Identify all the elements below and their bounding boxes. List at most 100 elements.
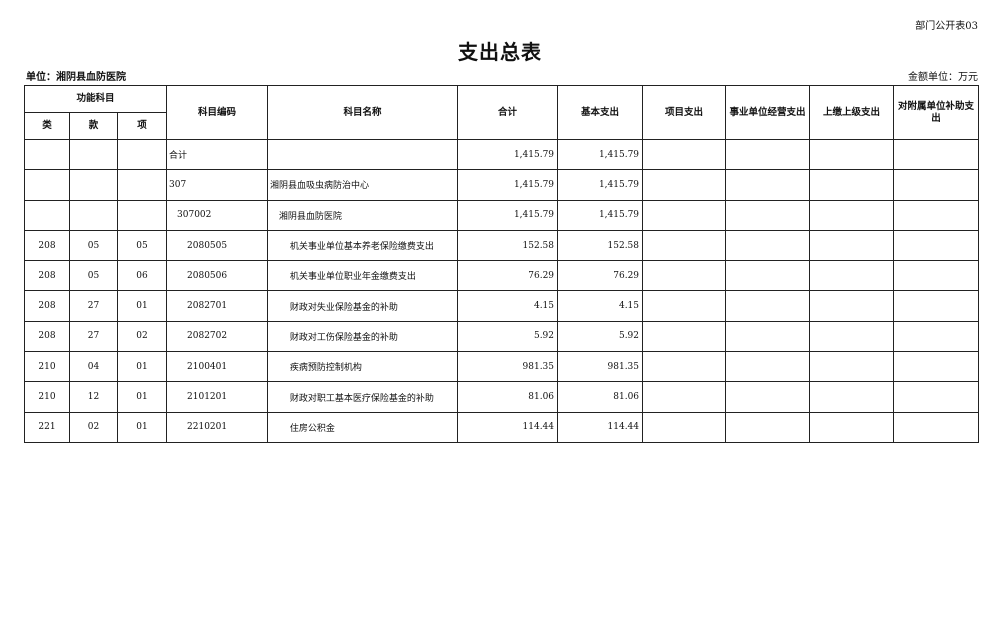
cell — [642, 199, 727, 231]
cell: 307 — [166, 169, 269, 201]
cell — [116, 138, 168, 171]
cell: 2082701 — [166, 290, 269, 322]
header-row: 功能科目 科目编码 科目名称 合计 基本支出 项目支出 事业单位经营支出 上缴上级支出 对附属单… — [23, 85, 980, 140]
cell: 152.58 — [457, 229, 559, 262]
cell: 2080505 — [166, 229, 269, 262]
cell — [642, 169, 727, 201]
cell: 210 — [24, 351, 70, 383]
cell — [809, 411, 895, 443]
cell: 1,415.79 — [457, 169, 559, 201]
cell: 05 — [69, 260, 118, 292]
form-code: 部门公开表03 — [915, 21, 978, 32]
cell: 合计 — [166, 138, 269, 171]
cell — [893, 290, 980, 322]
cell — [69, 169, 118, 201]
cell — [69, 138, 118, 171]
cell: 1,415.79 — [557, 199, 644, 231]
cell: 4.15 — [557, 290, 644, 322]
cell: 2101201 — [166, 381, 269, 413]
cell — [642, 351, 727, 383]
cell: 1,415.79 — [457, 138, 559, 171]
cell: 307002 — [166, 199, 269, 231]
column-header: 科目编码 — [166, 85, 269, 140]
cell — [642, 411, 727, 443]
cell: 81.06 — [557, 381, 644, 413]
cell: 疾病预防控制机构 — [267, 351, 459, 383]
cell: 1,415.79 — [457, 199, 559, 231]
data-row: 208 27 02 2082702 财政对工伤保险基金的补助 5.92 5.92 — [24, 320, 980, 353]
data-row: 221 02 01 2210201 住房公积金 114.44 114.44 — [24, 411, 980, 443]
data-row: 210 12 01 2101201 财政对职工基本医疗保险基金的补助 81.06 81.06 — [24, 381, 980, 413]
cell: 208 — [24, 290, 70, 322]
cell: 04 — [69, 351, 118, 383]
cell: 01 — [116, 381, 168, 413]
cell: 06 — [116, 260, 168, 292]
cell: 机关事业单位基本养老保险缴费支出 — [267, 229, 459, 262]
cell: 81.06 — [457, 381, 559, 413]
cell: 5.92 — [457, 320, 559, 353]
column-header: 对附属单位补助支出 — [893, 85, 980, 140]
cell — [642, 229, 727, 262]
cell — [725, 229, 811, 262]
cell: 981.35 — [457, 351, 559, 383]
cell: 2100401 — [166, 351, 269, 383]
cell: 01 — [116, 351, 168, 383]
data-row: 307 湘阴县血吸虫病防治中心 1,415.79 1,415.79 — [24, 169, 980, 201]
cell — [809, 260, 895, 292]
cell: 湘阴县血吸虫病防治中心 — [267, 169, 459, 201]
data-row: 合计 1,415.79 1,415.79 — [24, 138, 980, 171]
cell — [725, 411, 811, 443]
column-header: 款 — [69, 112, 118, 140]
cell — [893, 229, 980, 262]
title: 支出总表 — [458, 40, 542, 64]
cell — [725, 290, 811, 322]
cell: 财政对职工基本医疗保险基金的补助 — [267, 381, 459, 413]
cell — [893, 320, 980, 353]
cell — [69, 199, 118, 231]
cell: 5.92 — [557, 320, 644, 353]
cell: 981.35 — [557, 351, 644, 383]
cell: 财政对工伤保险基金的补助 — [267, 320, 459, 353]
cell: 财政对失业保险基金的补助 — [267, 290, 459, 322]
cell: 208 — [24, 320, 70, 353]
cell — [809, 290, 895, 322]
cell — [893, 199, 980, 231]
amount-unit: 金额单位：万元 — [908, 72, 978, 83]
cell: 4.15 — [457, 290, 559, 322]
cell — [809, 351, 895, 383]
cell: 114.44 — [457, 411, 559, 443]
cell — [642, 290, 727, 322]
cell — [267, 138, 459, 171]
cell: 05 — [116, 229, 168, 262]
cell — [642, 260, 727, 292]
cell — [725, 320, 811, 353]
column-header: 项目支出 — [642, 85, 727, 140]
column-header: 科目名称 — [267, 85, 459, 140]
cell — [893, 411, 980, 443]
cell: 01 — [116, 411, 168, 443]
data-row: 210 04 01 2100401 疾病预防控制机构 981.35 981.35 — [24, 351, 980, 383]
cell — [24, 199, 70, 231]
cell: 208 — [24, 229, 70, 262]
cell: 2210201 — [166, 411, 269, 443]
cell: 208 — [24, 260, 70, 292]
column-header: 上缴上级支出 — [809, 85, 895, 140]
cell — [725, 351, 811, 383]
cell — [809, 199, 895, 231]
data-row: 208 05 06 2080506 机关事业单位职业年金缴费支出 76.29 76.29 — [24, 260, 980, 292]
cell — [725, 381, 811, 413]
cell: 1,415.79 — [557, 169, 644, 201]
cell: 住房公积金 — [267, 411, 459, 443]
cell: 76.29 — [557, 260, 644, 292]
expense-table: 功能科目 科目编码 科目名称 合计 基本支出 项目支出 事业单位经营支出 上缴上级支出 对附属单… — [23, 85, 980, 443]
column-header: 事业单位经营支出 — [725, 85, 811, 140]
table-head: 功能科目 科目编码 科目名称 合计 基本支出 项目支出 事业单位经营支出 上缴上级支出 对附属单… — [23, 85, 980, 140]
cell: 02 — [69, 411, 118, 443]
cell — [116, 199, 168, 231]
cell: 210 — [24, 381, 70, 413]
cell — [642, 381, 727, 413]
cell: 2080506 — [166, 260, 269, 292]
cell — [893, 138, 980, 171]
cell: 12 — [69, 381, 118, 413]
cell: 27 — [69, 320, 118, 353]
